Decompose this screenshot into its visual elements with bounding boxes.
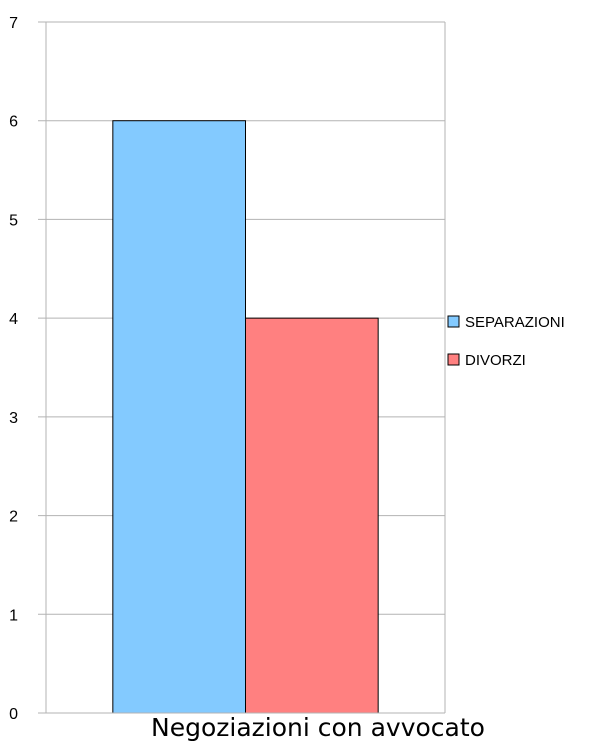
y-tick-label: 1 xyxy=(9,607,18,624)
y-tick-label: 2 xyxy=(9,509,18,526)
y-tick-labels: 0 1 2 3 4 5 6 7 xyxy=(9,15,18,723)
x-category-label: Negoziazioni con avvocato xyxy=(151,713,485,742)
legend-label-separazioni: SEPARAZIONI xyxy=(465,314,565,331)
legend: SEPARAZIONI DIVORZI xyxy=(447,314,565,369)
y-tick-label: 0 xyxy=(9,706,18,723)
y-tick-label: 5 xyxy=(9,212,18,229)
bars xyxy=(112,120,379,714)
bar-divorzi xyxy=(245,317,379,714)
y-tick-label: 3 xyxy=(9,410,18,427)
axes xyxy=(45,22,445,714)
y-tick-label: 6 xyxy=(9,114,18,131)
bar-separazioni xyxy=(112,120,246,714)
legend-label-divorzi: DIVORZI xyxy=(465,352,526,369)
legend-swatch-divorzi xyxy=(447,353,460,366)
y-tick-label: 7 xyxy=(9,15,18,32)
legend-swatch-separazioni xyxy=(447,315,460,328)
y-tick-label: 4 xyxy=(9,311,18,328)
